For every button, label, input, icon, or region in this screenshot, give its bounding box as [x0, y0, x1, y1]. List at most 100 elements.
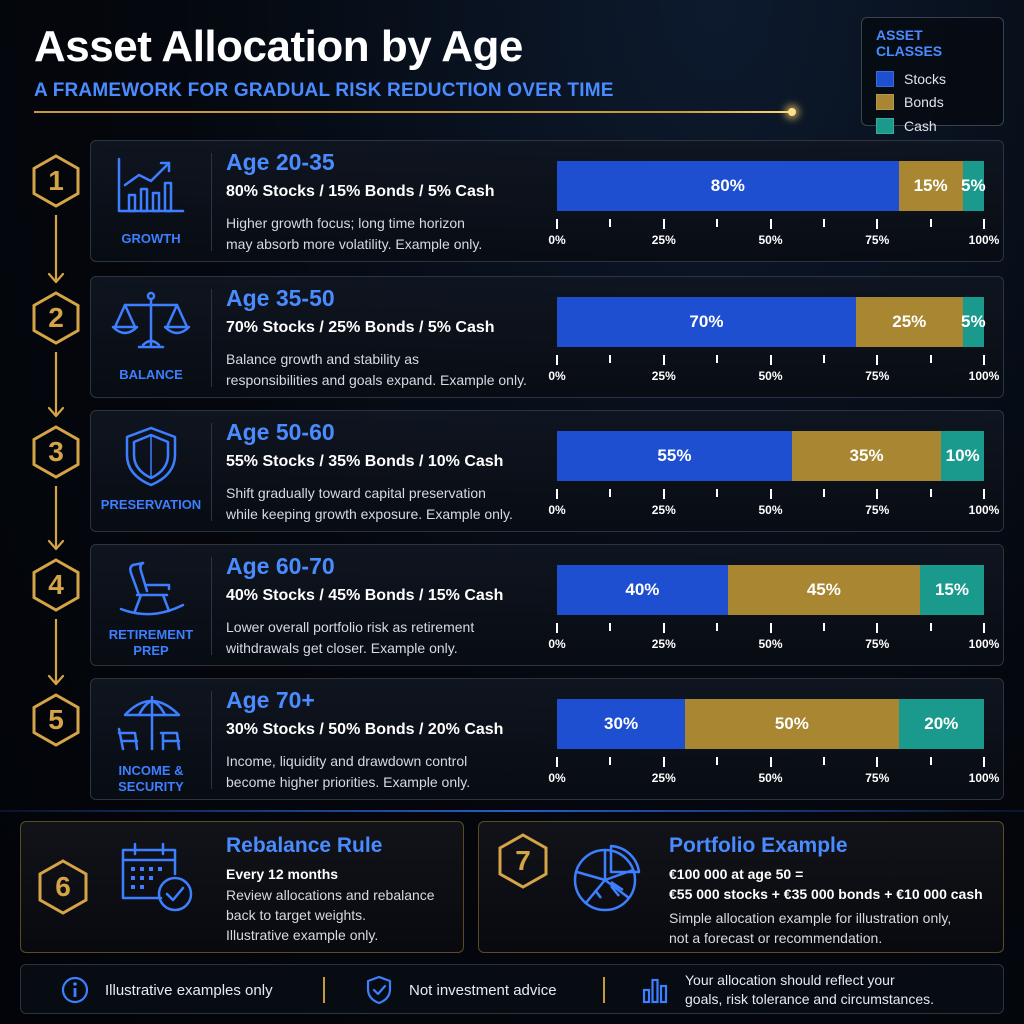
- bar-segment-bonds: 25%: [855, 297, 963, 347]
- data-label: 15%: [913, 176, 948, 195]
- flow-arrow-icon: [47, 486, 65, 551]
- axis-tick-label: 50%: [758, 503, 783, 517]
- stage-description: Higher growth focus; long time horizon m…: [226, 213, 546, 255]
- bar-segment-stocks: 55%: [557, 431, 792, 481]
- axis-minor-tick: [929, 623, 932, 631]
- axis-tick-label: 25%: [651, 233, 676, 247]
- step-number-2: 2: [31, 290, 81, 346]
- page-title: Asset Allocation by Age: [34, 22, 523, 71]
- axis-tick-label: 75%: [865, 503, 890, 517]
- bar-segment-cash: 10%: [941, 431, 984, 481]
- axis-minor-tick: [929, 757, 932, 765]
- axis-tick: [662, 757, 665, 767]
- footer-text-line: goals, risk tolerance and circumstances.: [685, 991, 934, 1007]
- axis-tick: [769, 623, 772, 633]
- footer-text: Your allocation should reflect your goal…: [685, 971, 934, 1009]
- card-divider: [211, 557, 212, 655]
- legend-label: Cash: [904, 117, 937, 134]
- growth-chart-icon: [117, 157, 185, 213]
- allocation-bar: 70% 25% 5%: [557, 297, 986, 347]
- disclaimer-footer: Illustrative examples only Not investmen…: [20, 964, 1004, 1014]
- bar-segment-bonds: 50%: [685, 699, 899, 749]
- axis-tick: [556, 757, 558, 767]
- stage-icon-label: INCOME & SECURITY: [91, 763, 211, 795]
- data-label: 35%: [849, 446, 884, 465]
- portfolio-note-line: Simple allocation example for illustrati…: [669, 910, 952, 926]
- axis-minor-tick: [716, 757, 719, 765]
- allocation-axis: 0% 25% 50% 75% 100%: [548, 757, 999, 785]
- data-label: 45%: [806, 580, 841, 599]
- allocation-bar: 80% 15% 5%: [557, 161, 986, 211]
- step-number-label: 7: [515, 845, 531, 876]
- stage-description-line: Shift gradually toward capital preservat…: [226, 485, 486, 501]
- axis-tick-label: 0%: [548, 503, 566, 517]
- axis-tick-label: 75%: [865, 233, 890, 247]
- legend-title: ASSET CLASSES: [876, 27, 943, 59]
- data-label: 5%: [961, 312, 986, 331]
- bar-segment-stocks: 70%: [557, 297, 856, 347]
- legend-swatch-bonds: [876, 94, 894, 111]
- bar-segment-cash: 5%: [961, 161, 986, 211]
- axis-minor-tick: [609, 489, 612, 497]
- step-number-label: 2: [48, 302, 64, 333]
- axis-minor-tick: [716, 623, 719, 631]
- stage-age: Age 70+: [226, 687, 315, 713]
- axis-minor-tick: [609, 623, 612, 631]
- bar-chart-icon: [642, 978, 668, 1004]
- page-subtitle: A FRAMEWORK FOR GRADUAL RISK REDUCTION O…: [34, 80, 614, 101]
- data-label: 80%: [710, 176, 745, 195]
- data-label: 20%: [924, 714, 959, 733]
- stage-age: Age 35-50: [226, 285, 335, 311]
- allocation-bar: 55% 35% 10%: [557, 431, 984, 481]
- axis-tick-label: 0%: [548, 771, 566, 785]
- axis-tick: [769, 219, 772, 229]
- stage-icon-label: RETIREMENT PREP: [91, 627, 211, 659]
- rocking-chair-icon: [119, 561, 185, 616]
- axis-tick: [556, 355, 558, 365]
- bar-segment-stocks: 80%: [557, 161, 899, 211]
- hexagon-icon: [32, 154, 80, 208]
- bar-segment-bonds: 35%: [791, 431, 942, 481]
- data-label: 55%: [657, 446, 692, 465]
- axis-minor-tick: [716, 219, 719, 227]
- axis-tick-label: 25%: [651, 369, 676, 383]
- axis-tick: [556, 623, 558, 633]
- axis-minor-tick: [822, 219, 825, 227]
- bar-segment-stocks: 40%: [557, 565, 728, 615]
- stage-card-3: PRESERVATION Age 50-60 55% Stocks / 35% …: [90, 410, 1004, 532]
- stage-mix: 30% Stocks / 50% Bonds / 20% Cash: [226, 721, 504, 738]
- axis-tick: [662, 355, 665, 365]
- card-divider: [211, 423, 212, 521]
- step-number-label: 5: [48, 704, 64, 735]
- data-label: 30%: [604, 714, 639, 733]
- stage-icon-label-line: INCOME &: [118, 763, 184, 778]
- rebalance-line: Illustrative example only.: [226, 927, 379, 943]
- axis-tick: [876, 757, 879, 767]
- bar-segment-bonds: 15%: [898, 161, 963, 211]
- flow-arrow-icon: [47, 352, 65, 418]
- stage-card-1: GROWTH Age 20-35 80% Stocks / 15% Bonds …: [90, 140, 1004, 262]
- footer-divider: [323, 977, 325, 1003]
- data-label: 70%: [689, 312, 724, 331]
- beach-umbrella-icon: [117, 695, 181, 751]
- allocation-bar: 40% 45% 15%: [557, 565, 984, 615]
- allocation-bar: 30% 50% 20%: [557, 699, 984, 749]
- stage-icon-label-line: RETIREMENT: [108, 627, 194, 642]
- stage-card-5: INCOME & SECURITY Age 70+ 30% Stocks / 5…: [90, 678, 1004, 800]
- data-label: 5%: [961, 176, 986, 195]
- legend-item-bonds: Bonds: [876, 91, 989, 115]
- axis-tick: [983, 355, 985, 365]
- axis-tick-label: 0%: [548, 637, 566, 651]
- portfolio-note-line: not a forecast or recommendation.: [669, 930, 883, 946]
- allocation-axis: 0% 25% 50% 75% 100%: [548, 489, 999, 517]
- rebalance-title: Rebalance Rule: [226, 834, 383, 857]
- stage-icon-label: BALANCE: [119, 367, 183, 382]
- step-number-3: 3: [31, 424, 81, 480]
- stage-description-line: become higher priorities. Example only.: [226, 774, 471, 790]
- rebalance-box: 6 Rebalance Rule Every 12 months Review …: [20, 821, 464, 953]
- portfolio-title: Portfolio Example: [669, 834, 848, 857]
- data-label: 25%: [892, 312, 927, 331]
- hexagon-icon: [38, 859, 88, 915]
- balance-scale-icon: [111, 291, 191, 349]
- axis-minor-tick: [716, 489, 719, 497]
